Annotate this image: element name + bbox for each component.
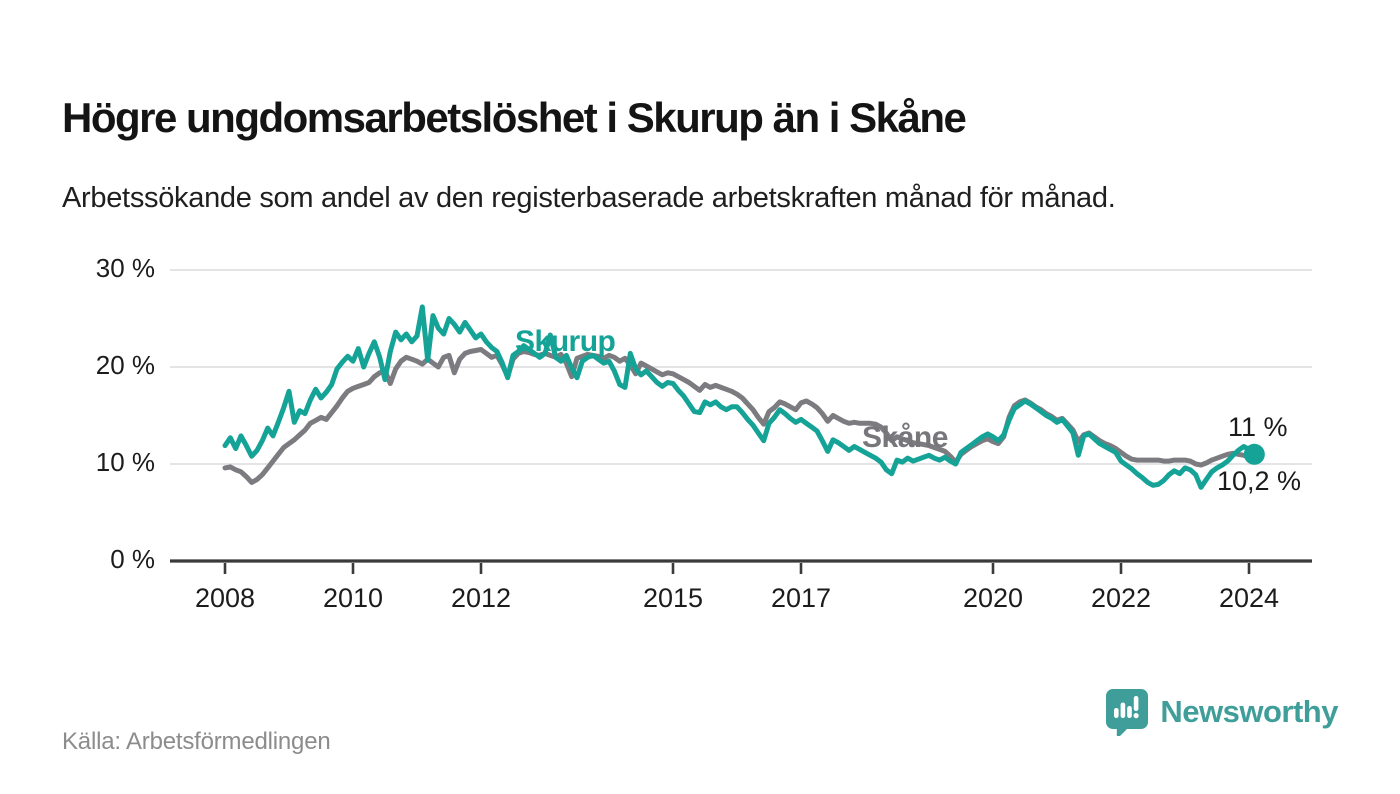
x-tick-label: 2022 bbox=[1091, 583, 1151, 613]
x-tick-label: 2015 bbox=[643, 583, 703, 613]
x-tick-label: 2008 bbox=[195, 583, 255, 613]
page-subtitle: Arbetssökande som andel av den registerb… bbox=[62, 182, 1116, 214]
skane-line bbox=[222, 347, 1257, 485]
x-tick-label: 2012 bbox=[451, 583, 511, 613]
skurup-end-value-label: 11 % bbox=[1228, 412, 1288, 442]
y-tick-label: 10 % bbox=[96, 447, 155, 477]
newsworthy-logo-icon bbox=[1106, 689, 1149, 736]
chart-canvas: 0 % 10 % 20 % 30 % 2008 2010 2012 2015 2017 2020 2… bbox=[96, 253, 1312, 613]
x-tick-label: 2024 bbox=[1219, 583, 1279, 613]
skane-series-label: Skåne bbox=[862, 421, 948, 454]
page-title: Högre ungdomsarbetslöshet i Skurup än i … bbox=[62, 94, 967, 142]
x-tick-label: 2010 bbox=[323, 583, 383, 613]
x-tick-label: 2020 bbox=[963, 583, 1023, 613]
skurup-endpoint-dot bbox=[1243, 443, 1265, 465]
y-tick-label: 30 % bbox=[96, 253, 155, 283]
newsworthy-brand: Newsworthy bbox=[1105, 688, 1338, 736]
unemployment-line-chart: 0 % 10 % 20 % 30 % 2008 2010 2012 2015 2017 2020 2… bbox=[0, 250, 1400, 620]
skane-end-value-label: 10,2 % bbox=[1217, 466, 1301, 496]
skurup-line bbox=[222, 304, 1257, 490]
brand-name: Newsworthy bbox=[1160, 694, 1338, 729]
source-note: Källa: Arbetsförmedlingen bbox=[62, 728, 331, 755]
y-tick-label: 20 % bbox=[96, 350, 155, 380]
y-tick-label: 0 % bbox=[110, 544, 155, 574]
skurup-series-label: Skurup bbox=[515, 325, 616, 358]
x-tick-label: 2017 bbox=[771, 583, 831, 613]
